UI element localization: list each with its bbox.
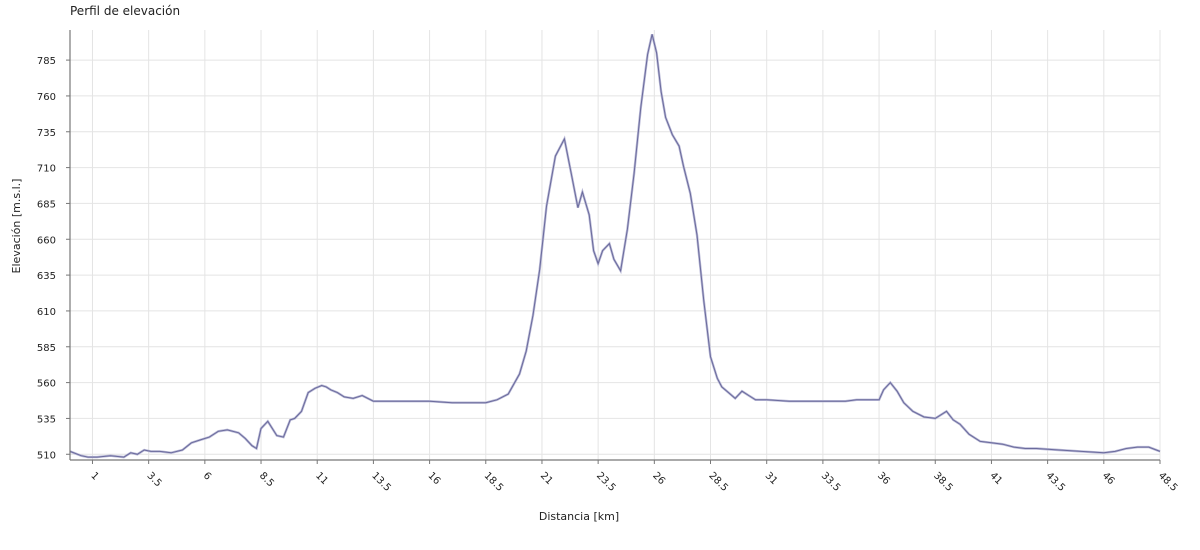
x-tick-label: 16 [425,470,442,487]
elevation-line-shadow [69,34,1161,459]
x-tick-label: 6 [201,470,213,482]
chart-title: Perfil de elevación [70,4,180,18]
x-tick-label: 33.5 [819,470,843,494]
y-tick-labels: 510 535 560 585 610 635 660 685 710 735 760 785 [37,56,70,461]
x-tick-label: 41 [987,470,1004,487]
y-tick-label: 610 [37,307,56,318]
x-tick-label: 46 [1100,470,1117,487]
x-tick-label: 23.5 [594,470,618,494]
y-tick-label: 510 [37,450,56,461]
x-axis-label: Distancia [km] [539,510,619,523]
x-tick-labels: 1 3.5 6 8.5 11 13.5 16 18.5 21 23.5 26 28.5 31 33.5 36… [88,460,1179,494]
y-tick-label: 585 [37,343,56,354]
x-tick-label: 21 [538,470,555,487]
y-tick-label: 535 [37,414,56,425]
x-tick-label: 26 [650,470,667,487]
x-tick-label: 48.5 [1156,470,1180,494]
y-tick-label: 635 [37,271,56,282]
y-axis-label: Elevación [m.s.l.] [10,179,23,274]
x-tick-label: 31 [763,470,780,487]
y-tick-label: 660 [37,235,56,246]
x-tick-label: 18.5 [482,470,506,494]
series-group [69,34,1161,459]
x-tick-label: 3.5 [145,470,164,489]
grid-lines [70,30,1161,460]
y-tick-label: 760 [37,92,56,103]
y-tick-label: 685 [37,199,56,210]
x-tick-label: 38.5 [931,470,955,494]
y-tick-label: 735 [37,128,56,139]
x-tick-label: 28.5 [706,470,730,494]
x-tick-label: 11 [313,470,330,487]
x-tick-label: 13.5 [369,470,393,494]
x-tick-label: 8.5 [257,470,276,489]
axes [69,30,1160,461]
elevation-line [69,34,1161,458]
y-tick-label: 560 [37,379,56,390]
y-tick-label: 710 [37,164,56,175]
x-tick-label: 36 [875,470,892,487]
x-tick-label: 1 [88,470,100,482]
y-tick-label: 785 [37,56,56,67]
x-tick-label: 43.5 [1044,470,1068,494]
